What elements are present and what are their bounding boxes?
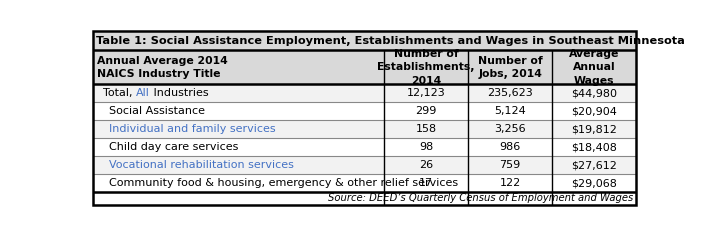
Text: All: All xyxy=(136,88,150,98)
Text: Average
Annual
Wages: Average Annual Wages xyxy=(569,49,619,86)
Text: Vocational rehabilitation services: Vocational rehabilitation services xyxy=(109,160,294,170)
Bar xyxy=(93,156,637,174)
Text: Individual and family services: Individual and family services xyxy=(109,124,276,134)
Bar xyxy=(93,84,637,102)
Text: Annual Average 2014
NAICS Industry Title: Annual Average 2014 NAICS Industry Title xyxy=(97,56,227,79)
Text: 17: 17 xyxy=(419,178,433,188)
Text: $20,904: $20,904 xyxy=(571,106,617,116)
Text: 299: 299 xyxy=(415,106,436,116)
Text: 759: 759 xyxy=(500,160,520,170)
Text: 12,123: 12,123 xyxy=(407,88,446,98)
Bar xyxy=(93,51,637,84)
Text: 98: 98 xyxy=(419,142,433,152)
Bar xyxy=(93,138,637,156)
Text: Number of
Jobs, 2014: Number of Jobs, 2014 xyxy=(478,56,543,79)
Text: 986: 986 xyxy=(500,142,520,152)
Text: 235,623: 235,623 xyxy=(487,88,533,98)
Text: Industries: Industries xyxy=(150,88,209,98)
Bar xyxy=(93,192,637,205)
Text: 5,124: 5,124 xyxy=(494,106,526,116)
Text: $29,068: $29,068 xyxy=(571,178,617,188)
Bar xyxy=(93,120,637,138)
Text: Social Assistance: Social Assistance xyxy=(109,106,205,116)
Text: Community food & housing, emergency & other relief services: Community food & housing, emergency & ot… xyxy=(109,178,458,188)
Text: 122: 122 xyxy=(500,178,520,188)
Text: 158: 158 xyxy=(415,124,436,134)
Text: Total,: Total, xyxy=(103,88,136,98)
Bar xyxy=(93,31,637,51)
Text: 26: 26 xyxy=(419,160,433,170)
Text: $27,612: $27,612 xyxy=(571,160,617,170)
Bar xyxy=(93,174,637,192)
Text: 3,256: 3,256 xyxy=(494,124,526,134)
Text: $19,812: $19,812 xyxy=(571,124,617,134)
Text: Source: DEED’s Quarterly Census of Employment and Wages: Source: DEED’s Quarterly Census of Emplo… xyxy=(328,193,634,203)
Text: Child day care services: Child day care services xyxy=(109,142,239,152)
Bar xyxy=(93,102,637,120)
Text: Number of
Establishments,
2014: Number of Establishments, 2014 xyxy=(377,49,475,86)
Text: $44,980: $44,980 xyxy=(571,88,617,98)
Text: Table 1: Social Assistance Employment, Establishments and Wages in Southeast Min: Table 1: Social Assistance Employment, E… xyxy=(96,36,685,46)
Text: $18,408: $18,408 xyxy=(571,142,617,152)
